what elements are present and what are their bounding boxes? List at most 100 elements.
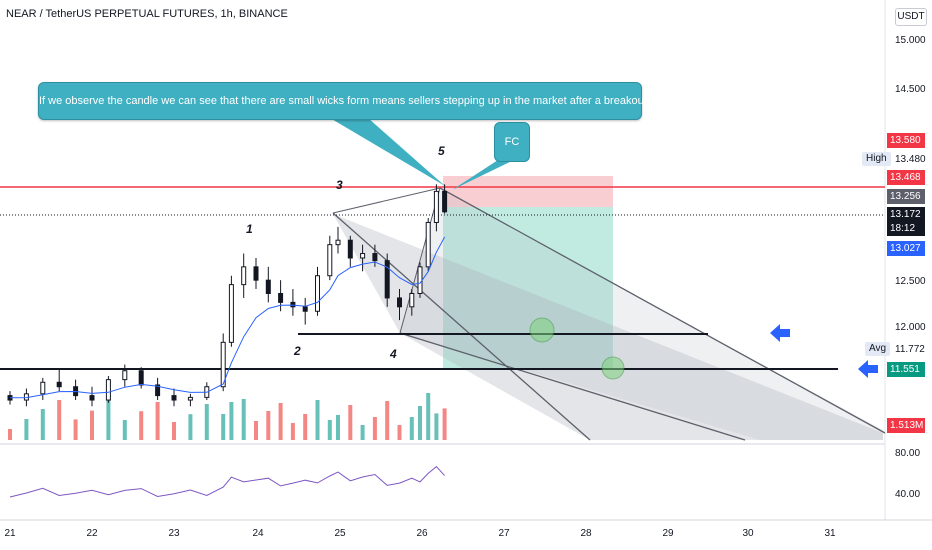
volume-bar	[385, 401, 390, 440]
candle-body	[220, 341, 226, 388]
volume-bar	[397, 425, 402, 440]
candle-body	[253, 266, 259, 281]
rsi-line	[9, 465, 445, 498]
candle-body	[105, 379, 111, 401]
volume-bar	[57, 400, 62, 440]
candle-body	[397, 297, 402, 308]
arrow-left-1	[770, 324, 790, 342]
channel-line-lower[interactable]	[399, 332, 746, 441]
volume-bar	[327, 420, 332, 440]
volume-bar	[172, 422, 176, 440]
volume-bar	[8, 429, 12, 440]
wave-label-2: 2	[294, 344, 301, 358]
callout-pointer	[330, 118, 445, 186]
price-tick-12500: 12.500	[895, 276, 926, 287]
volume-bar	[155, 402, 160, 440]
candle-body	[425, 221, 431, 268]
volume-bar	[372, 417, 377, 440]
candle-body	[228, 284, 234, 343]
volume-bar	[303, 414, 308, 440]
currency-button[interactable]: USDT	[895, 8, 927, 26]
time-tick-23: 23	[168, 528, 180, 539]
arrow-left-2	[858, 360, 878, 378]
volume-bar	[229, 402, 234, 440]
channel-fill	[333, 214, 883, 440]
fc-pointer	[452, 160, 514, 190]
candle-body	[187, 396, 193, 401]
moving-average-line	[9, 236, 446, 399]
volume-bar	[221, 414, 226, 440]
candle-body	[122, 370, 128, 381]
volume-bar	[188, 414, 193, 440]
marker-circle-2	[601, 356, 625, 380]
volume-bar	[336, 415, 340, 440]
volume-bar	[409, 417, 414, 440]
candle-body	[278, 292, 284, 303]
candle-body	[360, 253, 366, 259]
profit-zone[interactable]	[443, 207, 613, 370]
candle-body	[372, 253, 378, 262]
time-tick-24: 24	[252, 528, 264, 539]
candle-body	[155, 384, 161, 397]
candle-body	[171, 395, 177, 401]
price-tick-15000: 15.000	[895, 35, 926, 46]
wave-label-3: 3	[336, 178, 343, 192]
avg-label: Avg	[865, 342, 891, 356]
candle-body	[290, 301, 296, 308]
channel-connector	[332, 187, 441, 214]
candle-body	[265, 279, 271, 294]
volume-bar	[254, 421, 258, 440]
volume-bar	[24, 419, 29, 440]
candle-body	[327, 244, 333, 277]
entry-price-tag: 13.468	[887, 170, 925, 185]
time-tick-22: 22	[86, 528, 98, 539]
candle-body	[138, 370, 144, 386]
volume-bar	[241, 399, 246, 440]
time-tick-27: 27	[498, 528, 510, 539]
candle-body	[409, 292, 415, 308]
wave-label-4: 4	[390, 347, 397, 361]
fc-callout[interactable]: FC	[494, 122, 530, 162]
time-tick-25: 25	[334, 528, 346, 539]
channel-line-upper[interactable]	[332, 212, 591, 441]
avg-value: 11.772	[895, 344, 925, 355]
volume-bar	[348, 405, 353, 440]
candle-body	[56, 381, 62, 388]
candle-body	[315, 275, 320, 312]
candle-body	[302, 306, 308, 312]
volume-bar	[40, 409, 45, 440]
volume-bar	[139, 411, 144, 440]
analysis-callout[interactable]: If we observe the candle we can see that…	[38, 82, 647, 120]
time-tick-26: 26	[416, 528, 428, 539]
volume-bars	[8, 393, 447, 440]
volume-bar	[315, 400, 320, 440]
time-tick-30: 30	[742, 528, 754, 539]
candle-body	[335, 239, 341, 246]
wave-label-5: 5	[438, 144, 445, 158]
candle-body	[40, 381, 46, 395]
volume-bar	[90, 410, 94, 440]
stop-price-tag: 13.580	[887, 133, 925, 148]
rsi-tick-80: 80.00	[895, 448, 921, 459]
current-price-tag: 13.172	[887, 207, 925, 222]
candle-body	[417, 266, 423, 294]
candle-body	[433, 190, 439, 223]
volume-tag: 1.513M	[887, 418, 925, 433]
rsi-tick-40: 40.00	[895, 489, 921, 500]
volume-bar	[290, 423, 295, 440]
channel-line-outer[interactable]	[439, 187, 886, 434]
candle-body	[89, 395, 95, 401]
stop-loss-zone[interactable]	[443, 176, 613, 207]
candle-body	[384, 260, 390, 299]
high-label: High	[862, 152, 891, 166]
candle-body	[442, 190, 448, 213]
volume-bar	[426, 393, 431, 440]
channel-connector-2	[399, 187, 441, 334]
high-value: 13.480	[895, 154, 926, 165]
volume-bar	[360, 425, 365, 440]
wave-label-1: 1	[246, 222, 253, 236]
time-tick-21: 21	[4, 528, 16, 539]
volume-bar	[278, 403, 283, 440]
volume-bar	[442, 408, 447, 440]
target-price-tag: 11.551	[887, 362, 925, 377]
